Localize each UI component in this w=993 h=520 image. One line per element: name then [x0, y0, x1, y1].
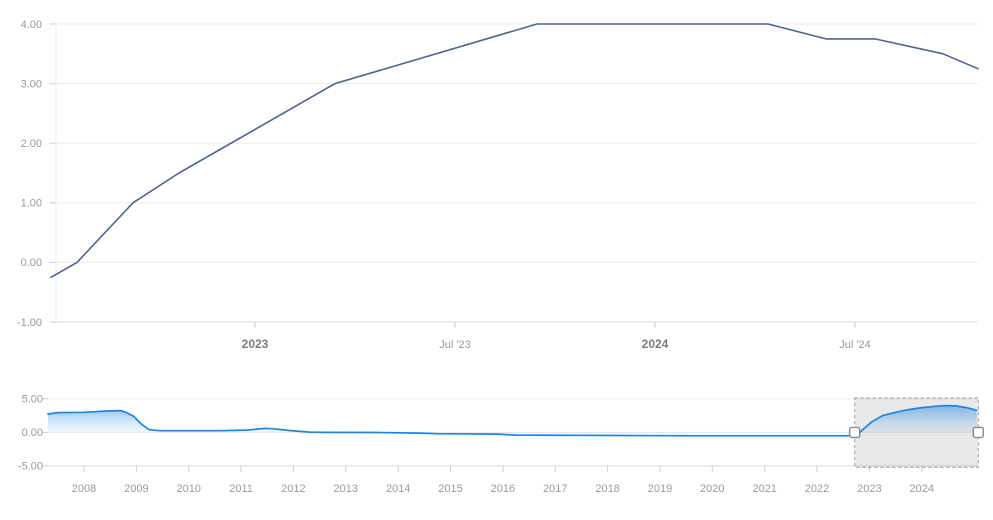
x-axis-label: 2024 [642, 337, 669, 351]
x-axis-label: 2016 [491, 483, 515, 495]
x-axis-label: 2023 [857, 483, 881, 495]
x-axis-label: 2009 [124, 483, 148, 495]
y-axis-label: 0.00 [22, 427, 43, 439]
x-axis-label: 2022 [805, 483, 829, 495]
x-axis-label: 2017 [543, 483, 567, 495]
x-axis-label: 2014 [386, 483, 410, 495]
y-axis-label: 0.00 [21, 257, 42, 269]
y-axis-label: -1.00 [17, 317, 42, 329]
x-axis-label: 2010 [176, 483, 200, 495]
x-axis-label: 2008 [72, 483, 96, 495]
y-axis-label: 2.00 [21, 138, 42, 150]
x-axis-label: 2019 [648, 483, 672, 495]
y-axis-label: -5.00 [18, 461, 43, 473]
navigator[interactable]: 5.00 0.00 -5.00 2008 2009 2010 2011 2012 2013 201… [18, 394, 984, 495]
main-chart: 4.00 3.00 2.00 1.00 0.00 -1.00 2023 Jul '23 2024… [17, 19, 979, 351]
x-axis-label: 2024 [910, 483, 934, 495]
y-axis-label: 3.00 [21, 78, 42, 90]
y-axis-label: 5.00 [22, 394, 43, 406]
x-axis-label: 2020 [700, 483, 724, 495]
x-axis-label: 2013 [334, 483, 358, 495]
x-axis-label: 2015 [438, 483, 462, 495]
x-axis-label: Jul '24 [839, 339, 870, 351]
x-axis-label: 2023 [242, 337, 269, 351]
navigator-handle-right[interactable] [972, 426, 984, 439]
x-axis-label: 2012 [281, 483, 305, 495]
navigator-handle-left[interactable] [849, 426, 861, 439]
rate-line [50, 23, 979, 279]
main-plot-area[interactable] [56, 24, 978, 322]
x-axis-label: 2021 [752, 483, 776, 495]
x-axis-label: Jul '23 [439, 339, 470, 351]
x-axis-label: 2011 [229, 483, 253, 495]
y-axis-label: 1.00 [21, 198, 42, 210]
navigator-line [47, 404, 978, 437]
y-axis-label: 4.00 [21, 19, 42, 31]
x-axis-label: 2018 [595, 483, 619, 495]
